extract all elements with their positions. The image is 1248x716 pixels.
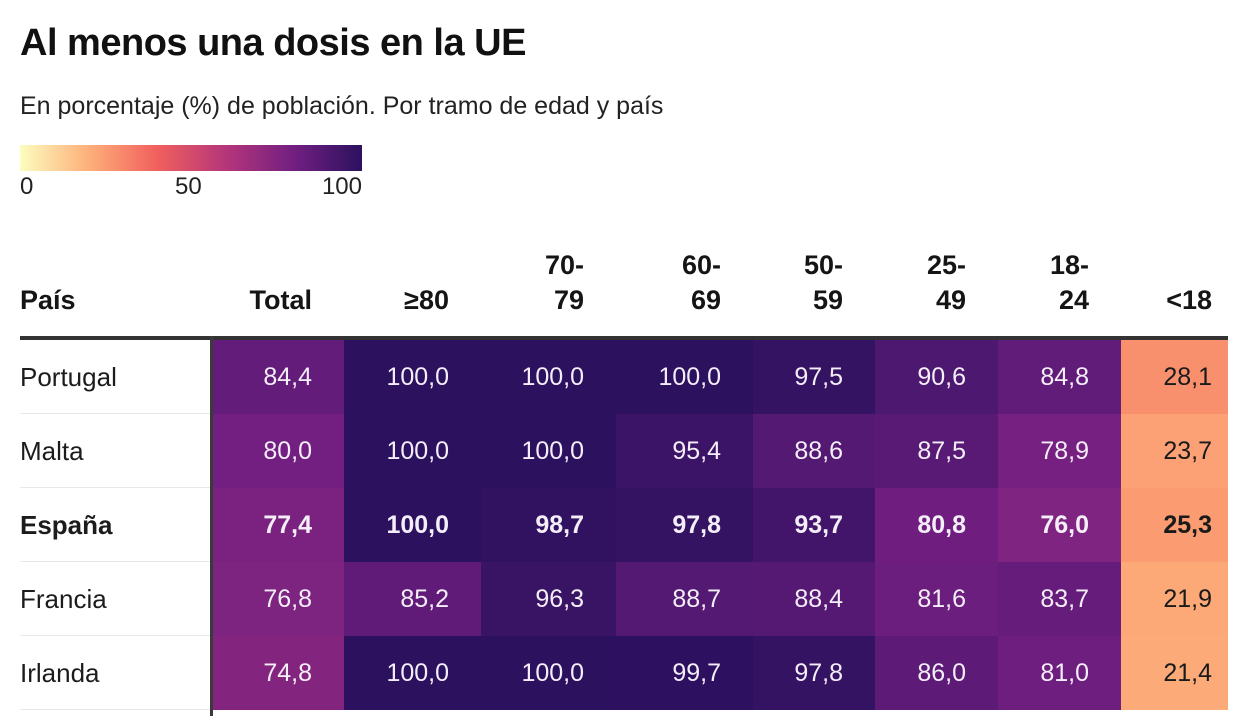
- heatmap-cell: 97,8: [753, 636, 875, 710]
- column-header: 50- 59: [753, 248, 843, 318]
- column-header: 70- 79: [481, 248, 584, 318]
- column-header-line2: ≥80: [404, 285, 449, 315]
- column-header-line2: 69: [690, 285, 721, 315]
- chart-subtitle: En porcentaje (%) de población. Por tram…: [20, 92, 664, 120]
- heatmap-cell: 84,4: [210, 340, 344, 414]
- heatmap-cell: 21,4: [1121, 636, 1228, 710]
- column-header-line1: 18-: [1049, 250, 1089, 280]
- table-row: Malta 80,0 100,0 100,0 95,4 88,6 87,5 78,9 23,7: [20, 414, 1228, 488]
- column-header-line1: 60-: [681, 250, 721, 280]
- heatmap-cell: 80,0: [210, 414, 344, 488]
- heatmap-cell: 100,0: [344, 340, 481, 414]
- heatmap-cell: 99,7: [616, 636, 753, 710]
- heatmap-cell: 76,0: [998, 488, 1121, 562]
- table-header: País Total ≥80 70- 79 60- 69 50- 59 25- 49 18- 24 …: [20, 240, 1228, 340]
- column-header: 18- 24: [998, 248, 1089, 318]
- heatmap-cell: 96,3: [481, 562, 616, 636]
- heatmap-cell: 28,1: [1121, 340, 1228, 414]
- table-row: España 77,4 100,0 98,7 97,8 93,7 80,8 76,0 25,3: [20, 488, 1228, 562]
- heatmap-cell: 95,4: [616, 414, 753, 488]
- heatmap-cell: 76,8: [210, 562, 344, 636]
- heatmap-cell: 81,6: [875, 562, 998, 636]
- heatmap-cell: 88,4: [753, 562, 875, 636]
- heatmap-cell: 88,7: [616, 562, 753, 636]
- heatmap-cell: 77,4: [210, 488, 344, 562]
- country-label: Irlanda: [20, 636, 210, 710]
- column-header-line2: 24: [1058, 285, 1089, 315]
- heatmap-cell: 98,7: [481, 488, 616, 562]
- column-header: ≥80: [344, 248, 449, 318]
- color-legend: 0 50 100: [20, 145, 362, 201]
- heatmap-table: País Total ≥80 70- 79 60- 69 50- 59 25- 49 18- 24 …: [20, 240, 1228, 716]
- heatmap-cell: 97,5: [753, 340, 875, 414]
- legend-tick-mid: 50: [175, 173, 202, 200]
- heatmap-cell: 81,0: [998, 636, 1121, 710]
- heatmap-cell: 86,0: [875, 636, 998, 710]
- table-row: Irlanda 74,8 100,0 100,0 99,7 97,8 86,0 81,0 21,…: [20, 636, 1228, 710]
- heatmap-cell: 97,8: [616, 488, 753, 562]
- heatmap-cell: 87,5: [875, 414, 998, 488]
- heatmap-cell: 90,6: [875, 340, 998, 414]
- legend-ticks: 0 50 100: [20, 171, 362, 201]
- heatmap-cell: 74,8: [210, 636, 344, 710]
- column-header-line1: 25-: [926, 250, 966, 280]
- column-header: <18: [1121, 248, 1212, 318]
- country-label: Portugal: [20, 340, 210, 414]
- heatmap-cell: 21,9: [1121, 562, 1228, 636]
- column-header-line1: [344, 248, 449, 283]
- heatmap-cell: 78,9: [998, 414, 1121, 488]
- heatmap-cell: 100,0: [344, 488, 481, 562]
- column-header: 25- 49: [875, 248, 966, 318]
- country-label: Malta: [20, 414, 210, 488]
- column-header-line1: [1121, 248, 1212, 283]
- column-header-line2: País: [20, 285, 76, 315]
- heatmap-cell: 80,8: [875, 488, 998, 562]
- column-header-line1: 50-: [803, 250, 843, 280]
- legend-tick-min: 0: [20, 173, 34, 200]
- column-header: País: [20, 248, 210, 318]
- heatmap-cell: 84,8: [998, 340, 1121, 414]
- chart-title: Al menos una dosis en la UE: [20, 22, 526, 64]
- heatmap-cell: 100,0: [481, 414, 616, 488]
- column-header-line1: 70-: [544, 250, 584, 280]
- column-divider: [210, 336, 213, 716]
- column-header-line2: 49: [935, 285, 966, 315]
- heatmap-cell: 100,0: [616, 340, 753, 414]
- country-label: España: [20, 488, 210, 562]
- column-header-line1: [20, 248, 210, 283]
- table-body: Portugal 84,4 100,0 100,0 100,0 97,5 90,6 84,8 2…: [20, 340, 1228, 710]
- heatmap-cell: 100,0: [344, 414, 481, 488]
- column-header-line2: 79: [553, 285, 584, 315]
- column-header: 60- 69: [616, 248, 721, 318]
- column-header: Total: [210, 248, 313, 318]
- country-label: Francia: [20, 562, 210, 636]
- heatmap-cell: 25,3: [1121, 488, 1228, 562]
- heatmap-cell: 88,6: [753, 414, 875, 488]
- legend-gradient-bar: [20, 145, 362, 171]
- heatmap-cell: 100,0: [481, 636, 616, 710]
- heatmap-cell: 93,7: [753, 488, 875, 562]
- column-header-line1: [210, 248, 312, 283]
- heatmap-cell: 100,0: [481, 340, 616, 414]
- table-row: Portugal 84,4 100,0 100,0 100,0 97,5 90,6 84,8 2…: [20, 340, 1228, 414]
- column-header-line2: Total: [249, 285, 313, 315]
- heatmap-cell: 23,7: [1121, 414, 1228, 488]
- column-header-line2: <18: [1166, 285, 1212, 315]
- heatmap-cell: 100,0: [344, 636, 481, 710]
- legend-tick-max: 100: [321, 173, 362, 200]
- heatmap-cell: 83,7: [998, 562, 1121, 636]
- heatmap-cell: 85,2: [344, 562, 481, 636]
- column-header-line2: 59: [812, 285, 843, 315]
- table-row: Francia 76,8 85,2 96,3 88,7 88,4 81,6 83,7 21,9: [20, 562, 1228, 636]
